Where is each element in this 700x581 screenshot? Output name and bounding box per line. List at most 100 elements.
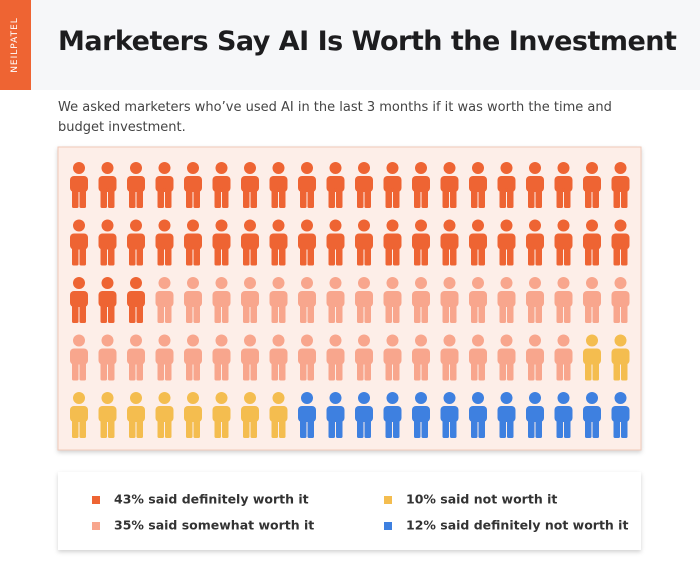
icon-leg <box>621 418 628 438</box>
icon-leg <box>564 360 571 381</box>
icon-leg <box>214 418 221 438</box>
icon-head <box>529 162 541 174</box>
icon-head <box>73 219 85 232</box>
icon-leg <box>556 188 563 208</box>
icon-leg <box>421 303 428 323</box>
icon-leg <box>442 188 449 208</box>
icon-head <box>101 162 114 174</box>
icon-head <box>73 277 85 289</box>
chart-subtitle: We asked marketers who’ve used AI in the… <box>58 100 612 135</box>
icon-leg <box>129 360 136 381</box>
icon-leg <box>336 303 343 323</box>
icon-leg <box>72 418 79 438</box>
icon-head <box>586 219 598 232</box>
icon-leg <box>564 245 571 266</box>
icon-leg <box>499 245 506 266</box>
icon-head <box>130 219 142 232</box>
icon-leg <box>307 360 314 381</box>
icon-leg <box>222 245 229 266</box>
icon-head <box>215 334 228 347</box>
icon-leg <box>357 245 364 266</box>
icon-head <box>358 219 370 232</box>
icon-leg <box>528 188 535 208</box>
icon-leg <box>307 303 314 323</box>
icon-leg <box>442 360 449 381</box>
icon-head <box>557 162 570 174</box>
icon-leg <box>336 360 343 381</box>
legend-swatch <box>384 496 392 504</box>
icon-head <box>215 392 228 404</box>
icon-leg <box>193 303 200 323</box>
icon-leg <box>613 303 620 323</box>
icon-leg <box>136 360 143 381</box>
icon-head <box>329 392 342 404</box>
icon-head <box>386 277 399 289</box>
icon-leg <box>357 360 364 381</box>
icon-head <box>386 162 399 174</box>
legend-swatch <box>384 522 392 530</box>
icon-head <box>101 334 114 347</box>
icon-head <box>529 334 541 347</box>
icon-head <box>329 334 342 347</box>
icon-leg <box>165 360 172 381</box>
icon-head <box>101 219 114 232</box>
icon-head <box>244 277 256 289</box>
icon-leg <box>336 418 343 438</box>
icon-group <box>298 392 630 438</box>
icon-leg <box>186 245 193 266</box>
icon-group <box>70 277 630 381</box>
icon-leg <box>528 360 535 381</box>
icon-leg <box>307 188 314 208</box>
icon-leg <box>129 188 136 208</box>
icon-leg <box>535 360 542 381</box>
icon-head <box>386 334 399 347</box>
icon-leg <box>535 418 542 438</box>
icon-leg <box>72 360 79 381</box>
icon-leg <box>222 360 229 381</box>
icon-leg <box>364 188 371 208</box>
icon-leg <box>471 188 478 208</box>
icon-leg <box>214 303 221 323</box>
icon-head <box>557 277 570 289</box>
icon-leg <box>186 418 193 438</box>
icon-leg <box>193 188 200 208</box>
icon-leg <box>271 418 278 438</box>
icon-leg <box>414 245 421 266</box>
icon-head <box>472 162 484 174</box>
icon-leg <box>243 360 250 381</box>
icon-leg <box>157 188 164 208</box>
legend-label: 35% said somewhat worth it <box>114 518 314 533</box>
icon-head <box>244 392 256 404</box>
icon-leg <box>585 188 592 208</box>
icon-leg <box>478 188 485 208</box>
icon-head <box>301 219 313 232</box>
icon-leg <box>471 360 478 381</box>
icon-head <box>301 392 313 404</box>
icon-leg <box>421 188 428 208</box>
icon-head <box>472 277 484 289</box>
brand-strip: NEILPATEL <box>0 0 31 90</box>
icon-leg <box>364 245 371 266</box>
icon-head <box>415 334 427 347</box>
icon-leg <box>556 418 563 438</box>
icon-leg <box>279 245 286 266</box>
icon-leg <box>592 360 599 381</box>
icon-leg <box>129 303 136 323</box>
icon-leg <box>592 188 599 208</box>
legend-label: 10% said not worth it <box>406 492 557 507</box>
legend-swatch <box>92 496 100 504</box>
icon-leg <box>393 418 400 438</box>
icon-leg <box>157 303 164 323</box>
icon-leg <box>385 188 392 208</box>
icon-head <box>187 162 199 174</box>
icon-leg <box>271 188 278 208</box>
icon-leg <box>613 360 620 381</box>
icon-head <box>500 334 513 347</box>
icon-leg <box>364 303 371 323</box>
icon-leg <box>243 245 250 266</box>
icon-head <box>244 219 256 232</box>
icon-head <box>187 277 199 289</box>
icon-leg <box>157 360 164 381</box>
icon-leg <box>393 360 400 381</box>
icon-leg <box>442 418 449 438</box>
